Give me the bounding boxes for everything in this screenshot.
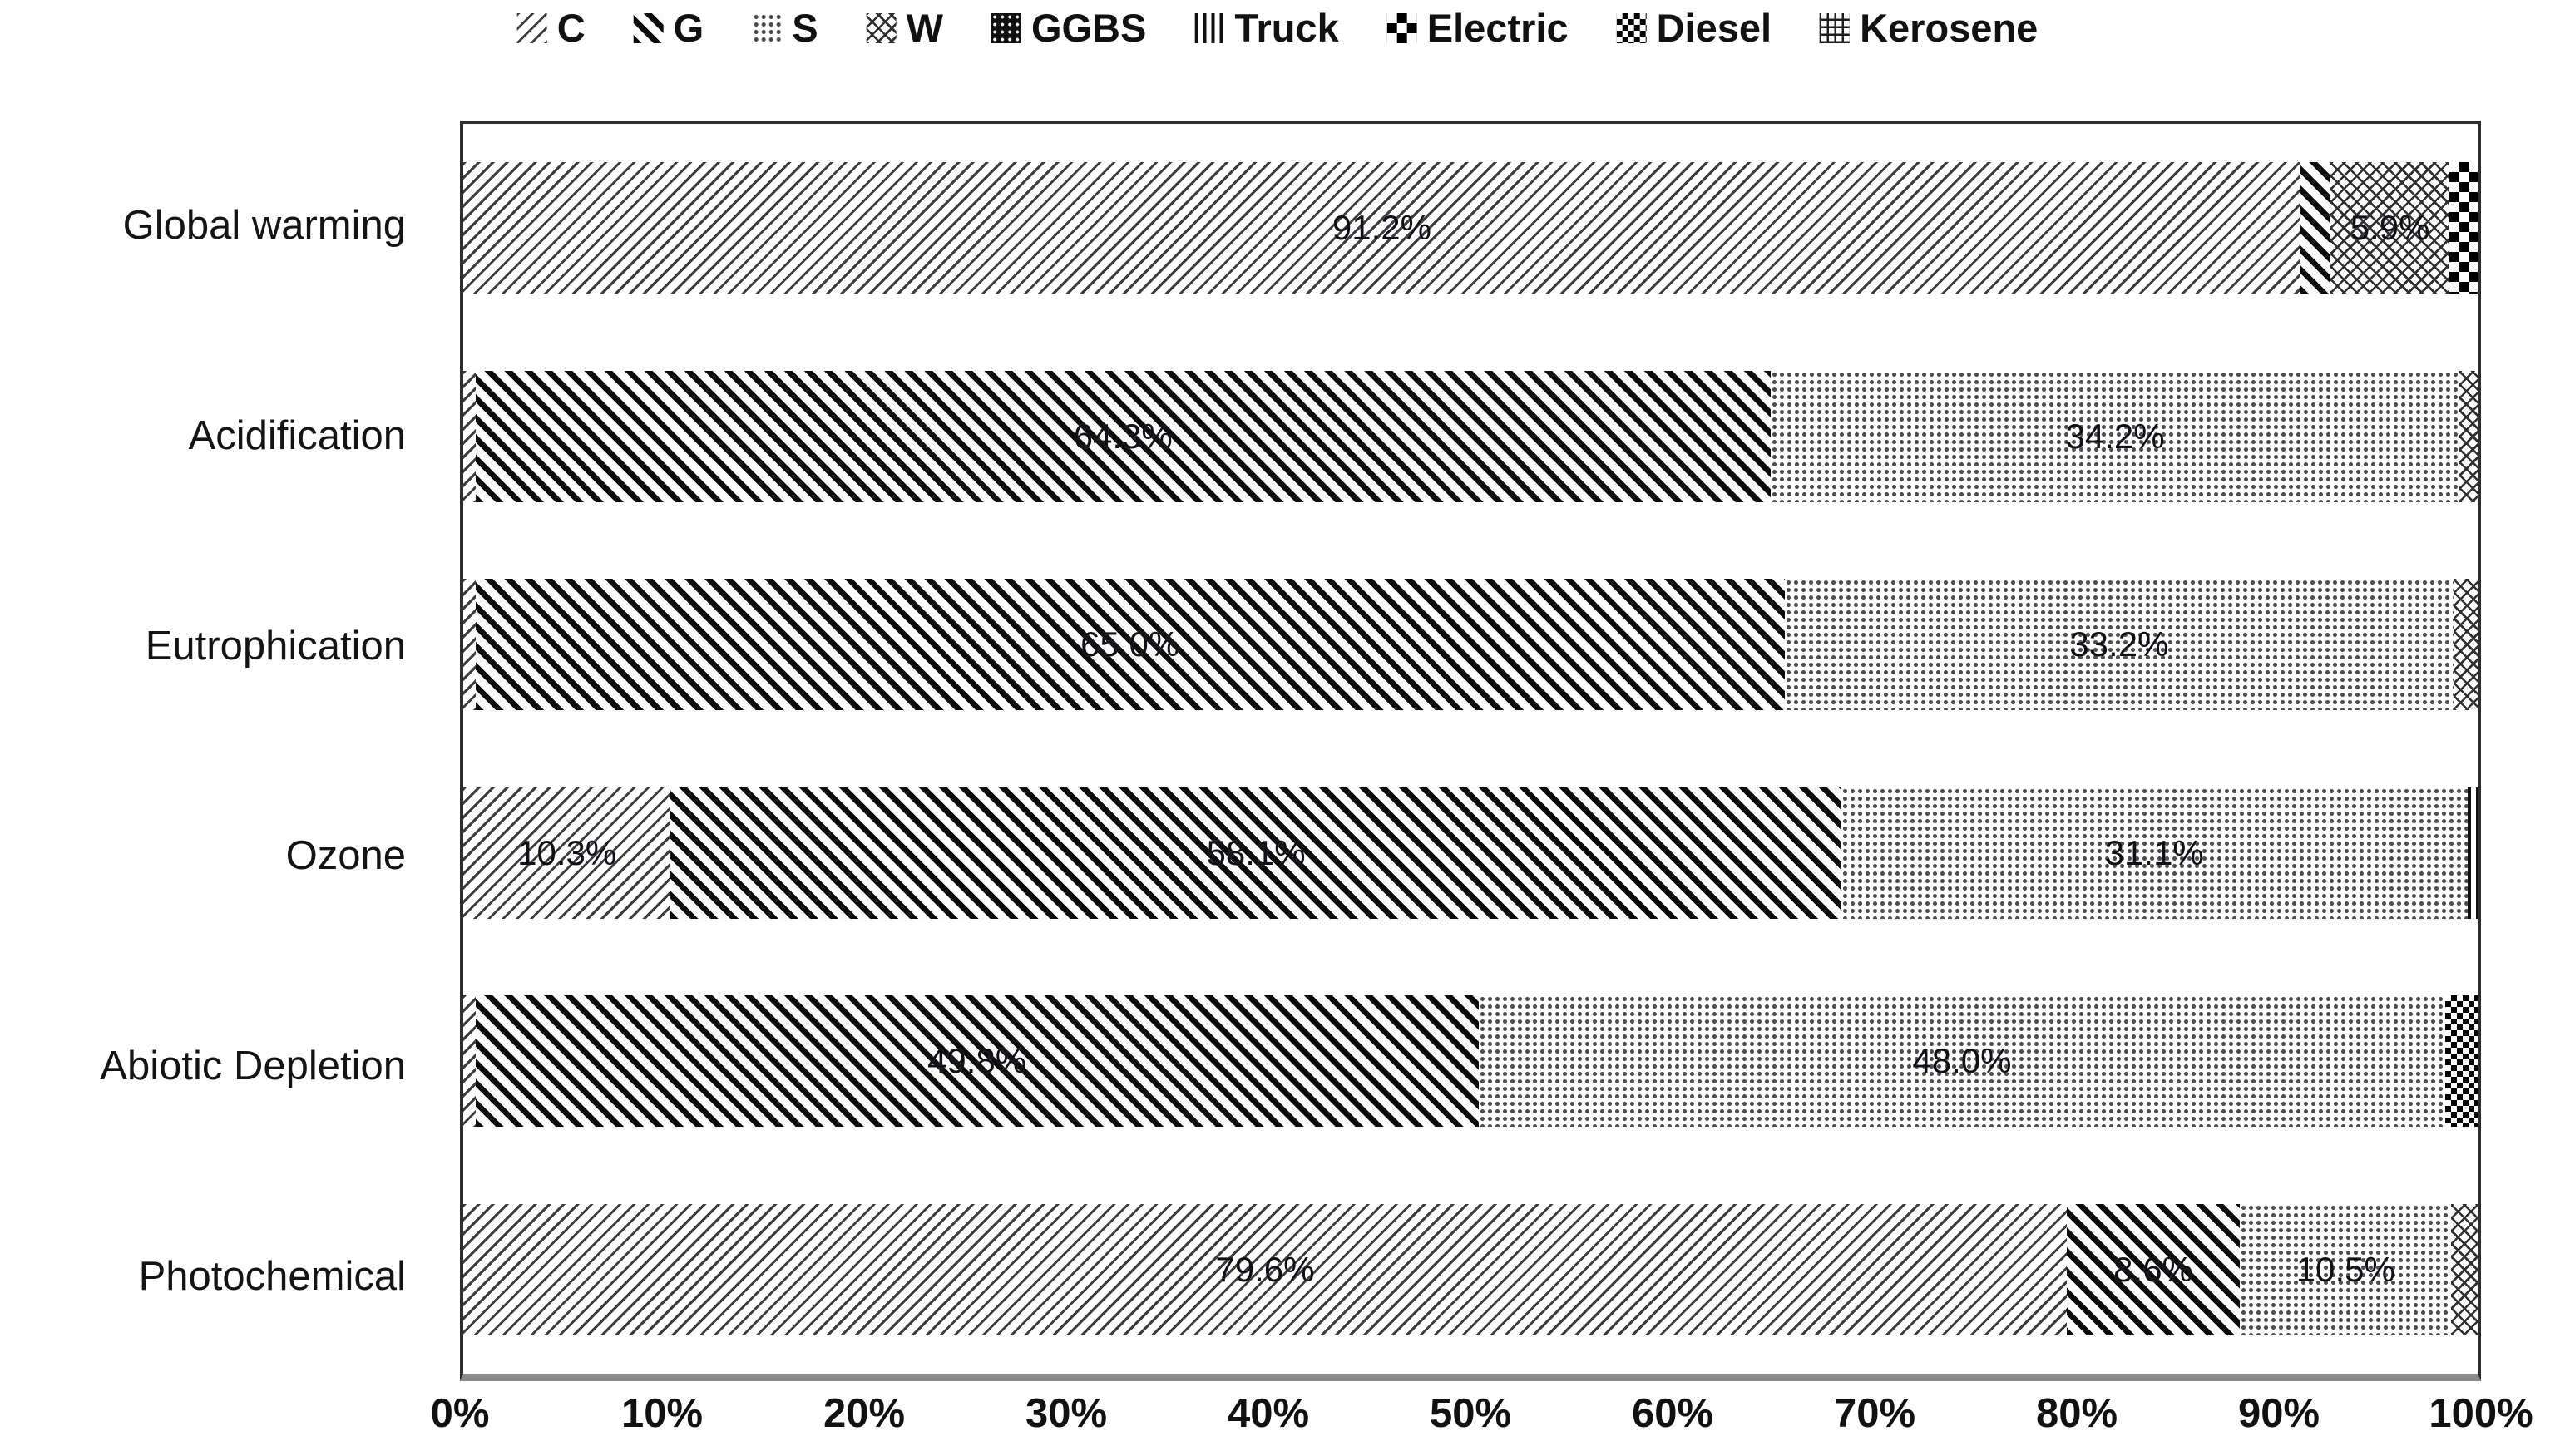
legend-item-ggbs: GGBS [991, 5, 1146, 51]
bar-segment-g: 8.6% [2066, 1203, 2241, 1335]
stacked-bar: 65.0% 33.2% [463, 579, 2478, 711]
bar-segment-c: 91.2% [463, 162, 2300, 294]
bar-segment-w [2451, 1203, 2478, 1335]
bar-segment-c: 79.6% [463, 1203, 2067, 1335]
legend-label: Electric [1426, 6, 1569, 50]
chart-legend: C G S W GGBS Truck Electric Diesel Kerosene [516, 5, 2038, 51]
legend-swatch-diesel-pattern-icon [1616, 12, 1647, 43]
x-tick-label: 70% [1833, 1391, 1916, 1436]
category-label: Global warming [122, 203, 406, 249]
bar-segment-w [2453, 579, 2478, 711]
bar-row-eutrophication: 65.0% 33.2% [463, 540, 2478, 749]
bar-segment-s: 48.0% [1478, 995, 2446, 1128]
legend-item-s: S [752, 5, 818, 51]
bar-segment-w [2459, 370, 2478, 502]
segment-value-label: 31.1% [2104, 832, 2204, 872]
legend-label: C [556, 6, 586, 50]
legend-swatch-ggbs-pattern-icon [991, 12, 1021, 43]
bar-segment-c [463, 370, 476, 502]
segment-value-label: 64.3% [1073, 416, 1173, 456]
bar-segment-g: 64.3% [475, 370, 1771, 502]
legend-swatch-kerosene-pattern-icon [1820, 12, 1851, 43]
bar-segment-diesel [2445, 995, 2478, 1128]
legend-label: Kerosene [1860, 6, 2039, 50]
bar-segment-c [463, 995, 476, 1128]
legend-swatch-electric-pattern-icon [1386, 12, 1417, 43]
bar-segment-electric [2449, 162, 2478, 294]
bar-segment-s: 34.2% [1770, 370, 2460, 502]
x-tick-label: 40% [1227, 1391, 1310, 1436]
legend-item-diesel: Diesel [1616, 5, 1772, 51]
legend-label: G [673, 6, 704, 50]
segment-value-label: 8.6% [2113, 1249, 2193, 1289]
category-label: Photochemical [138, 1253, 406, 1299]
legend-swatch-g-pattern-icon [633, 12, 664, 43]
legend-item-truck: Truck [1194, 5, 1339, 51]
x-tick-label: 50% [1429, 1391, 1512, 1436]
x-tick-label: 80% [2035, 1391, 2118, 1436]
legend-item-electric: Electric [1386, 5, 1569, 51]
bar-row-ozone: 10.3% 58.1% 31.1% [463, 749, 2478, 958]
bar-segment-g [2300, 162, 2331, 294]
legend-item-kerosene: Kerosene [1820, 5, 2038, 51]
legend-swatch-s-pattern-icon [752, 12, 783, 43]
x-tick-label: 60% [1631, 1391, 1714, 1436]
segment-value-label: 79.6% [1215, 1249, 1315, 1289]
bar-row-global-warming: 91.2% 5.9% [463, 124, 2478, 333]
x-tick-label: 20% [823, 1391, 906, 1436]
segment-value-label: 33.2% [2069, 624, 2169, 664]
bar-segment-s: 10.5% [2240, 1203, 2452, 1335]
legend-item-g: G [633, 5, 704, 51]
category-label: Ozone [285, 833, 406, 879]
x-axis: 0% 10% 20% 30% 40% 50% 60% 70% 80% 90% 100% [431, 1390, 2533, 1449]
segment-value-label: 65.0% [1080, 624, 1180, 664]
legend-swatch-w-pattern-icon [866, 12, 897, 43]
legend-label: W [906, 6, 943, 50]
bar-row-acidification: 64.3% 34.2% [463, 333, 2478, 541]
bar-segment-s: 31.1% [1841, 787, 2468, 919]
bar-segment-g: 49.8% [475, 995, 1479, 1128]
bar-segment-g: 65.0% [475, 579, 1785, 711]
category-label: Acidification [188, 412, 406, 458]
x-tick-label: 90% [2237, 1391, 2320, 1436]
bar-row-photochemical: 79.6% 8.6% 10.5% [463, 1166, 2478, 1375]
category-label: Eutrophication [145, 623, 406, 669]
bar-segment-g: 58.1% [670, 787, 1841, 919]
legend-label: Truck [1234, 6, 1339, 50]
segment-value-label: 49.8% [927, 1041, 1027, 1081]
stacked-bar: 79.6% 8.6% 10.5% [463, 1203, 2478, 1335]
segment-value-label: 10.3% [517, 832, 617, 872]
stacked-bar: 10.3% 58.1% 31.1% [463, 787, 2478, 919]
legend-item-w: W [866, 5, 943, 51]
bar-segment-w: 5.9% [2330, 162, 2450, 294]
legend-item-c: C [516, 5, 586, 51]
segment-value-label: 58.1% [1206, 832, 1306, 872]
bar-segment-c [463, 579, 476, 711]
segment-value-label: 5.9% [2350, 208, 2430, 248]
bar-segment-c: 10.3% [463, 787, 671, 919]
legend-label: S [792, 6, 818, 50]
segment-value-label: 91.2% [1332, 208, 1431, 248]
x-tick-label: 100% [2429, 1391, 2533, 1436]
plot-area: 91.2% 5.9% 64.3% 34.2% 65.0% 33.2% 10.3% 58.1% 3… [460, 121, 2481, 1381]
stacked-bar: 49.8% 48.0% [463, 995, 2478, 1128]
segment-value-label: 34.2% [2065, 416, 2165, 456]
legend-label: GGBS [1030, 6, 1147, 50]
legend-swatch-c-pattern-icon [516, 12, 547, 43]
segment-value-label: 10.5% [2296, 1249, 2395, 1289]
bar-row-abiotic-depletion: 49.8% 48.0% [463, 957, 2478, 1166]
segment-value-label: 48.0% [1912, 1041, 2012, 1081]
legend-label: Diesel [1656, 6, 1772, 50]
stacked-bar: 91.2% 5.9% [463, 162, 2478, 294]
bar-segment-s: 33.2% [1784, 579, 2454, 711]
x-tick-label: 10% [620, 1391, 704, 1436]
stacked-bar: 64.3% 34.2% [463, 370, 2478, 502]
x-tick-label: 30% [1025, 1391, 1108, 1436]
x-tick-label: 0% [430, 1391, 490, 1436]
category-label: Abiotic Depletion [100, 1043, 406, 1088]
legend-swatch-truck-pattern-icon [1194, 12, 1225, 43]
category-axis-labels: Global warming Acidification Eutrophicatio… [0, 121, 432, 1381]
bar-segment-truck [2467, 787, 2478, 919]
